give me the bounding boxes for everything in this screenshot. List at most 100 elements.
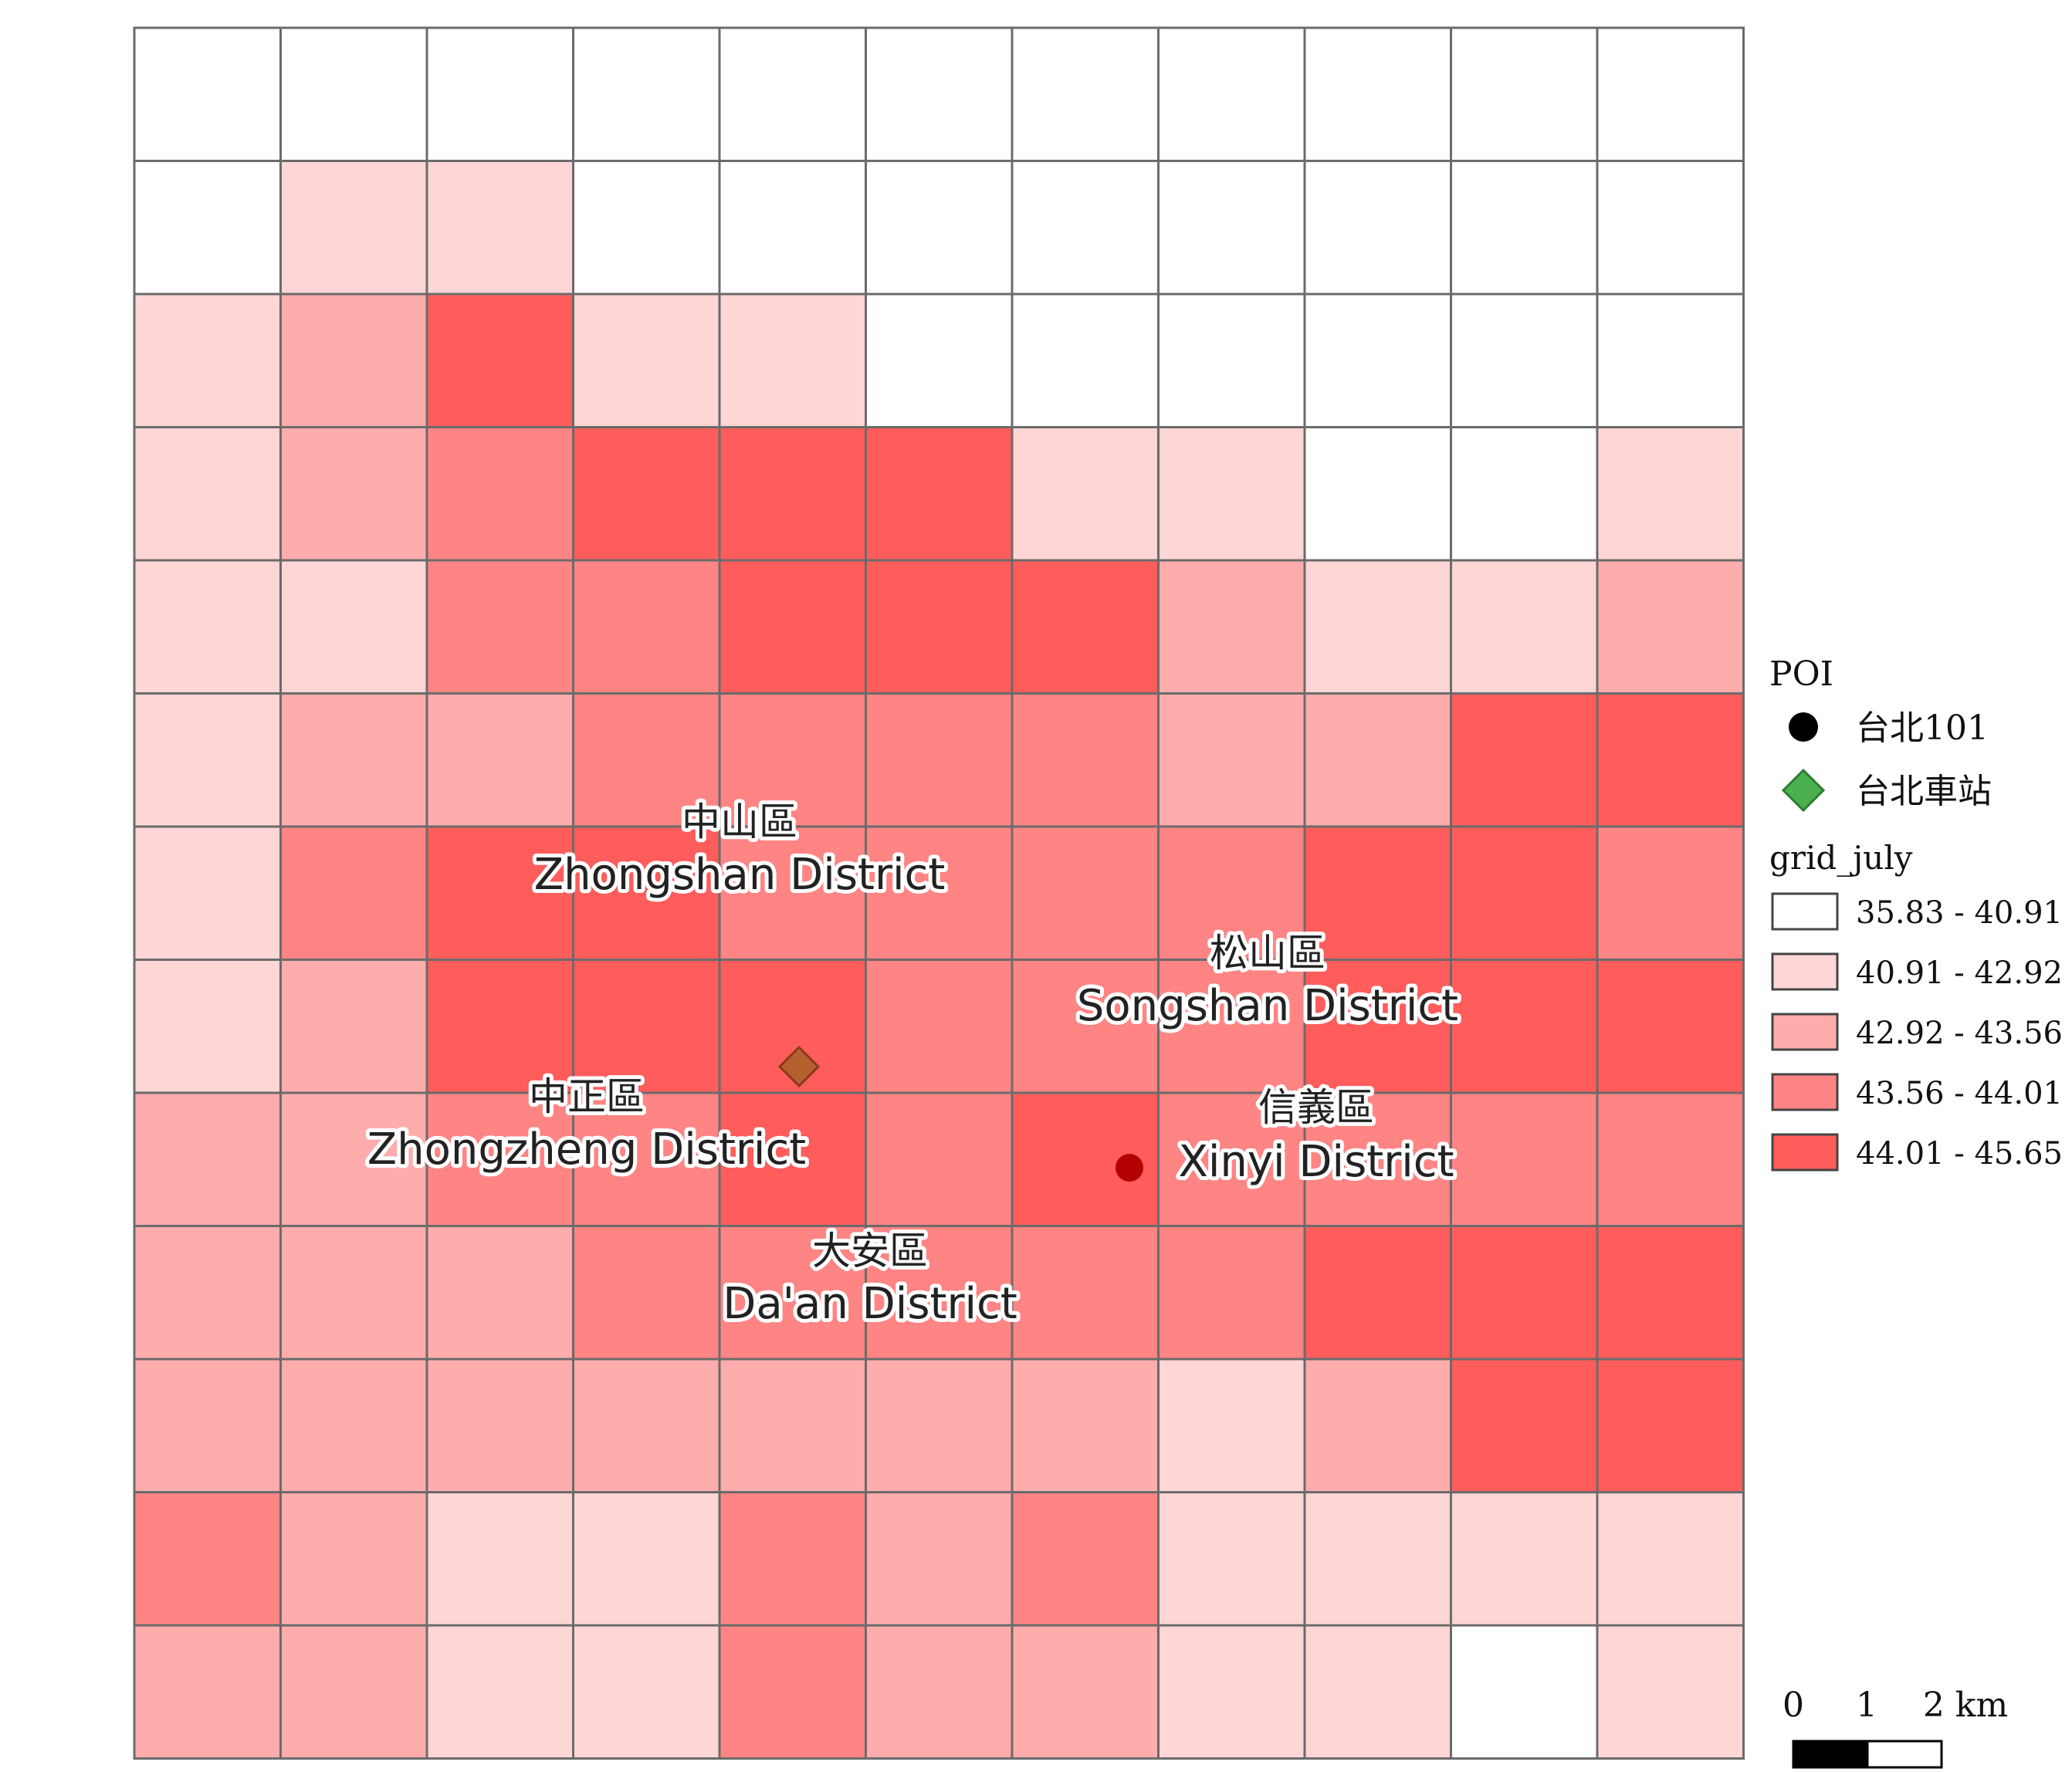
- grid-cell: [718, 559, 867, 695]
- legend-class-swatch: [1771, 892, 1839, 931]
- grid-cell: [133, 559, 282, 695]
- grid-cell: [1011, 160, 1160, 296]
- district-label-zh: 大安區: [812, 1229, 928, 1273]
- district-label-zh: 信義區: [1258, 1085, 1374, 1130]
- grid-cell: [1450, 559, 1599, 695]
- grid-cell: [1450, 1624, 1599, 1760]
- grid-cell: [865, 1358, 1014, 1493]
- legend-class-swatch: [1771, 1013, 1839, 1051]
- grid-cell: [279, 825, 428, 961]
- district-label-zh: 松山區: [1210, 931, 1325, 976]
- grid-cell: [425, 426, 574, 562]
- grid-cell: [1450, 959, 1599, 1094]
- grid-cell: [279, 959, 428, 1094]
- grid-cell: [1157, 825, 1306, 961]
- grid-cell: [133, 1091, 282, 1227]
- legend-grid-title: grid_july: [1769, 839, 1913, 877]
- grid-cell: [279, 559, 428, 695]
- grid-cell: [1011, 426, 1160, 562]
- legend: POI 台北101 台北車站 grid_july 35.83 - 40.91 40…: [1769, 654, 2063, 1172]
- grid-cell: [1303, 692, 1452, 828]
- heat-grid: [133, 26, 1745, 1760]
- grid-cell: [425, 692, 574, 828]
- grid-cell: [279, 426, 428, 562]
- district-label-en: Zhongzheng District: [367, 1124, 806, 1175]
- legend-poi-title: POI: [1769, 654, 1833, 694]
- grid-cell: [1596, 959, 1745, 1094]
- grid-cell: [1596, 1358, 1745, 1493]
- grid-cell: [1596, 1624, 1745, 1760]
- grid-cell: [572, 26, 721, 162]
- grid-cell: [1596, 1225, 1745, 1361]
- grid-cell: [1157, 26, 1306, 162]
- grid-cell: [572, 1358, 721, 1493]
- grid-cell: [1157, 1225, 1306, 1361]
- grid-cell: [718, 1358, 867, 1493]
- grid-cell: [572, 692, 721, 828]
- grid-cell: [1450, 825, 1599, 961]
- legend-class-swatch: [1771, 952, 1839, 991]
- grid-cell: [718, 293, 867, 428]
- district-labels: 中山區 Zhongshan District 松山區 Songshan Dist…: [364, 796, 1462, 1333]
- grid-cell: [865, 559, 1014, 695]
- grid-cell: [865, 26, 1014, 162]
- grid-cell: [133, 293, 282, 428]
- grid-cell: [1011, 825, 1160, 961]
- grid-cell: [1303, 426, 1452, 562]
- grid-cell: [572, 559, 721, 695]
- grid-cell: [572, 1491, 721, 1627]
- district-label-zh: 中正區: [529, 1074, 645, 1119]
- scale-tick-label: 0: [1783, 1686, 1804, 1725]
- legend-poi-label: 台北車站: [1856, 772, 1992, 811]
- grid-cell: [279, 1491, 428, 1627]
- grid-cell: [1450, 692, 1599, 828]
- grid-cell: [1303, 1624, 1452, 1760]
- grid-cell: [1303, 26, 1452, 162]
- grid-cell: [1450, 160, 1599, 296]
- legend-class-label: 43.56 - 44.01: [1856, 1076, 2063, 1111]
- grid-cell: [425, 559, 574, 695]
- grid-cell: [1596, 1091, 1745, 1227]
- grid-cell: [1596, 26, 1745, 162]
- grid-cell: [1596, 426, 1745, 562]
- grid-cell: [1011, 692, 1160, 828]
- grid-cell: [279, 160, 428, 296]
- grid-cell: [572, 959, 721, 1094]
- grid-cell: [1450, 1358, 1599, 1493]
- legend-class-label: 42.92 - 43.56: [1856, 1016, 2063, 1051]
- scale-tick-label: 2 km: [1923, 1686, 2008, 1725]
- grid-cell: [425, 1091, 574, 1227]
- legend-class-label: 35.83 - 40.91: [1856, 895, 2063, 931]
- grid-cell: [1157, 1624, 1306, 1760]
- legend-taipei-101-icon: [1789, 712, 1818, 742]
- grid-cell: [133, 1225, 282, 1361]
- grid-cell: [1157, 293, 1306, 428]
- grid-cell: [1303, 1091, 1452, 1227]
- grid-cell: [425, 1358, 574, 1493]
- legend-poi-label: 台北101: [1856, 708, 1989, 748]
- legend-taipei-station-icon: [1781, 768, 1826, 813]
- legend-class-swatch: [1771, 1133, 1839, 1172]
- grid-cell: [1157, 426, 1306, 562]
- grid-cell: [865, 692, 1014, 828]
- grid-cell: [133, 1491, 282, 1627]
- grid-cell: [1011, 1225, 1160, 1361]
- grid-cell: [133, 959, 282, 1094]
- grid-cell: [865, 959, 1014, 1094]
- grid-cell: [1596, 692, 1745, 828]
- grid-cell: [572, 293, 721, 428]
- grid-cell: [865, 1091, 1014, 1227]
- legend-class-list: 35.83 - 40.91 40.91 - 42.92 42.92 - 43.56 4…: [1771, 892, 2063, 1172]
- grid-cell: [1011, 293, 1160, 428]
- grid-cell: [1011, 1624, 1160, 1760]
- grid-cell: [425, 959, 574, 1094]
- grid-cell: [1303, 825, 1452, 961]
- grid-cell: [572, 426, 721, 562]
- scale-bar: 0 1 2 km: [1783, 1686, 2008, 1769]
- grid-cell: [1303, 1225, 1452, 1361]
- grid-cell: [1157, 959, 1306, 1094]
- grid-cell: [718, 1225, 867, 1361]
- grid-cell: [1450, 1225, 1599, 1361]
- grid-cell: [1157, 1491, 1306, 1627]
- grid-cell: [718, 26, 867, 162]
